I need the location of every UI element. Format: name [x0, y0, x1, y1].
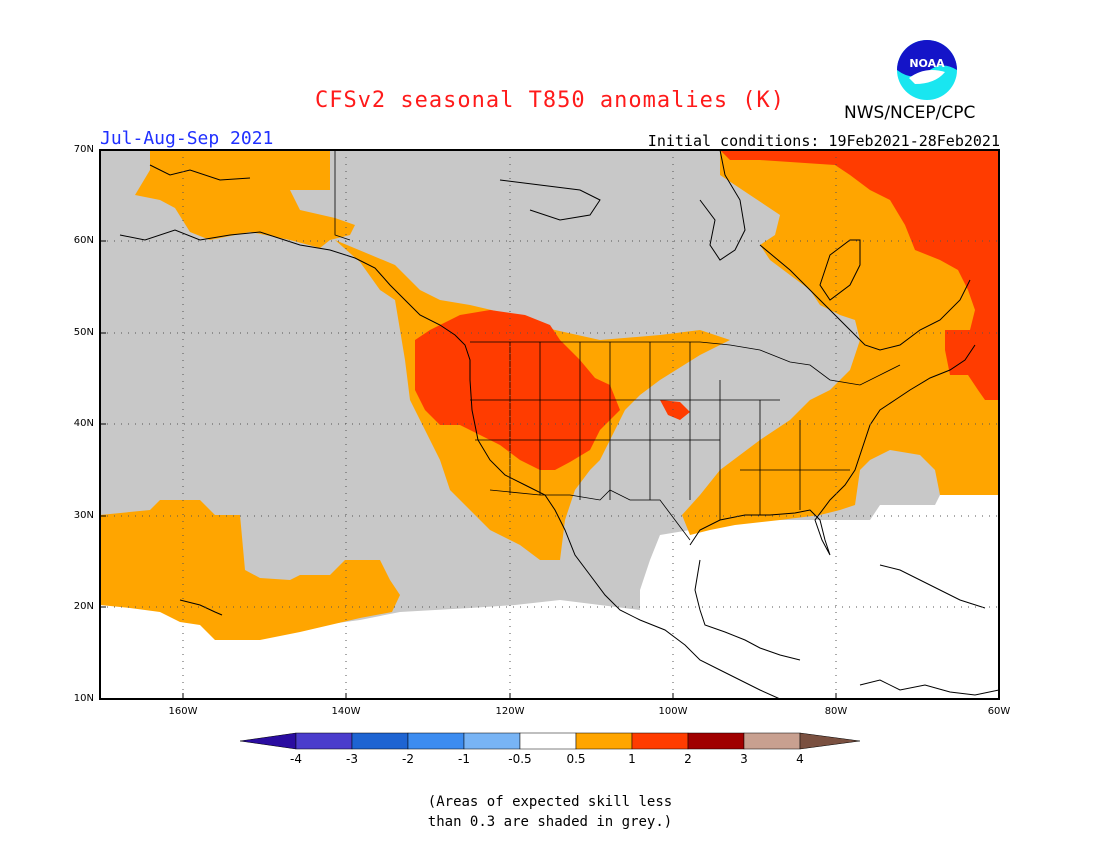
colorbar-label-0-5: 0.5 [566, 752, 586, 766]
map-title: CFSv2 seasonal T850 anomalies (K) [314, 88, 786, 113]
graticule [100, 150, 999, 699]
lon-label-140w: 140W [331, 706, 361, 717]
skill-note: (Areas of expected skill less than 0.3 a… [0, 792, 1100, 832]
colorbar-label-1: 1 [628, 752, 636, 766]
orange-region-alaska [135, 150, 355, 248]
colorbar-swatch-1 [295, 732, 353, 750]
colorbar-label-2: 2 [684, 752, 692, 766]
skill-note-line2: than 0.3 are shaded in grey.) [427, 814, 673, 830]
colorbar-swatch-5 [519, 732, 577, 750]
lat-label-10n: 10N [73, 693, 94, 704]
initial-conditions-label: Initial conditions: 19Feb2021-28Feb2021 [647, 132, 1000, 150]
colorbar-label-3: 3 [740, 752, 748, 766]
lon-label-80w: 80W [824, 706, 848, 717]
political-borders [334, 150, 901, 541]
noaa-logo-text: NOAA [909, 57, 945, 70]
lat-label-60n: 60N [73, 235, 94, 246]
colorbar-swatch-8 [687, 732, 745, 750]
colorbar-left-arrow [239, 732, 297, 750]
lat-label-50n: 50N [73, 327, 94, 338]
colorbar-swatch-3 [407, 732, 465, 750]
colorbar-swatch-9 [743, 732, 801, 750]
colorbar-label-neg4: -4 [290, 752, 302, 766]
lon-label-60w: 60W [987, 706, 1011, 717]
lon-label-120w: 120W [495, 706, 525, 717]
colorbar-label-4: 4 [796, 752, 804, 766]
coastlines [119, 150, 999, 699]
axis-ticks [100, 149, 837, 699]
lon-label-100w: 100W [658, 706, 688, 717]
colorbar-swatch-2 [351, 732, 409, 750]
lat-label-40n: 40N [73, 418, 94, 429]
season-label: Jul-Aug-Sep 2021 [100, 128, 274, 149]
noaa-logo: NOAA [897, 40, 957, 100]
colorbar-swatch-6 [575, 732, 633, 750]
orange-region-pacific [100, 500, 400, 640]
red-region-small [660, 400, 690, 420]
colorbar-label-neg1: -1 [458, 752, 470, 766]
colorbar [239, 732, 861, 750]
skill-note-line1: (Areas of expected skill less [427, 794, 673, 810]
lat-label-70n: 70N [73, 144, 94, 155]
lat-label-30n: 30N [73, 510, 94, 521]
colorbar-swatch-4 [463, 732, 521, 750]
agency-label: NWS/NCEP/CPC [844, 103, 976, 123]
colorbar-right-arrow [799, 732, 861, 750]
colorbar-label-neg3: -3 [346, 752, 358, 766]
lat-label-20n: 20N [73, 601, 94, 612]
lon-label-160w: 160W [168, 706, 198, 717]
colorbar-label-neg2: -2 [402, 752, 414, 766]
colorbar-label-neg0-5: -0.5 [508, 752, 532, 766]
red-region-northeast [720, 150, 999, 400]
colorbar-swatch-7 [631, 732, 689, 750]
